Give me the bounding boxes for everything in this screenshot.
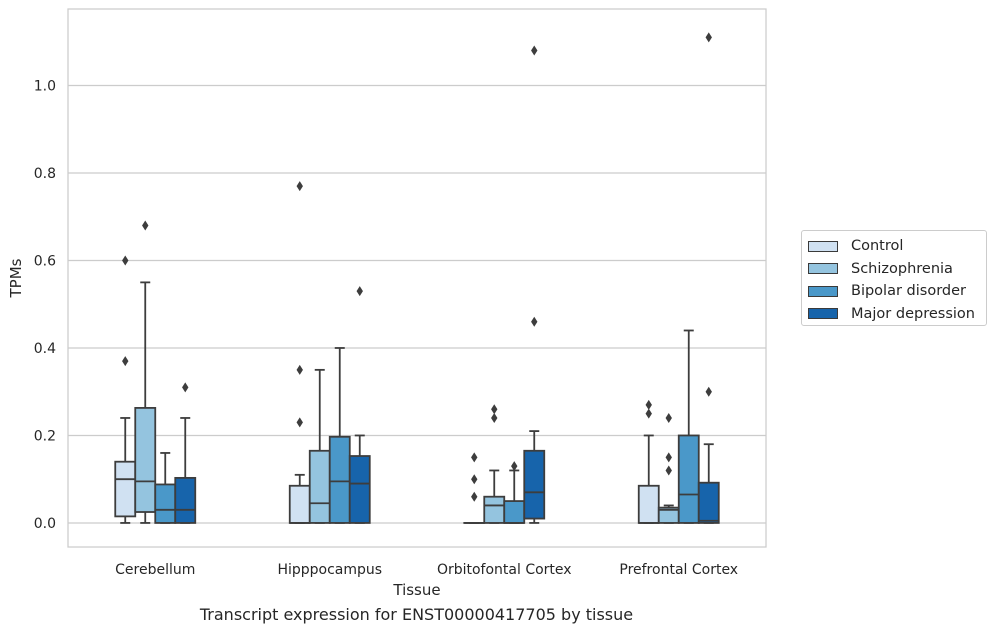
y-tick-label: 0.4 xyxy=(34,341,56,357)
x-tick-label: Prefrontal Cortex xyxy=(619,562,738,578)
legend-item: Bipolar disorder xyxy=(808,280,986,303)
y-tick-label: 0.8 xyxy=(34,166,56,182)
outlier-point xyxy=(705,32,712,43)
box-control xyxy=(463,452,486,524)
box-schizophrenia xyxy=(483,404,506,524)
legend-label: Control xyxy=(851,238,904,255)
box-body xyxy=(174,476,197,524)
chart-caption: Transcript expression for ENST0000041770… xyxy=(199,605,634,624)
outlier-point xyxy=(142,220,149,231)
box-body xyxy=(697,481,720,524)
box-body xyxy=(348,455,371,524)
outlier-point xyxy=(511,461,518,472)
legend-item: Control xyxy=(808,235,986,258)
box-bipolar-disorder xyxy=(677,329,700,524)
outlier-point xyxy=(705,386,712,397)
outlier-point xyxy=(296,364,303,375)
box-bipolar-disorder xyxy=(503,461,526,524)
outlier-point xyxy=(531,316,538,327)
box-schizophrenia xyxy=(308,368,331,524)
box-body xyxy=(308,449,331,524)
box-schizophrenia xyxy=(657,412,680,524)
outlier-point xyxy=(665,412,672,423)
box-body xyxy=(677,434,700,524)
gridlines xyxy=(68,84,766,524)
legend-swatch xyxy=(808,285,838,297)
outlier-point xyxy=(471,452,478,463)
outlier-point xyxy=(356,286,363,297)
outlier-point xyxy=(665,465,672,476)
outlier-point xyxy=(122,356,129,367)
legend: Control Schizophrenia Bipolar disorder Majo… xyxy=(801,230,987,326)
y-tick-label: 1.0 xyxy=(34,79,56,95)
outlier-point xyxy=(665,452,672,463)
y-tick-label: 0.6 xyxy=(34,254,56,270)
box-major-depression xyxy=(174,382,197,524)
box-major-depression xyxy=(523,45,546,524)
outlier-point xyxy=(296,417,303,428)
y-axis-label: TPMs xyxy=(7,258,25,298)
box-body xyxy=(134,407,157,513)
legend-label: Schizophrenia xyxy=(851,260,953,277)
box-bipolar-disorder xyxy=(328,347,351,524)
box-body xyxy=(483,495,506,524)
y-tick-label: 0.0 xyxy=(34,516,56,532)
x-tick-label: Hipppocampus xyxy=(277,562,382,578)
outlier-point xyxy=(471,474,478,485)
box-body xyxy=(114,460,137,518)
x-tick-label: Orbitofontal Cortex xyxy=(437,562,572,578)
legend-item: Schizophrenia xyxy=(808,258,986,281)
plot-frame xyxy=(67,8,767,548)
box-major-depression xyxy=(697,32,720,524)
legend-label: Bipolar disorder xyxy=(851,283,966,300)
x-axis-label: Tissue xyxy=(392,581,440,599)
y-tick-label: 0.2 xyxy=(34,428,56,444)
legend-label: Major depression xyxy=(851,305,975,322)
box-body xyxy=(328,435,351,524)
outlier-point xyxy=(491,412,498,423)
box-major-depression xyxy=(348,286,371,524)
box-plots xyxy=(114,32,720,524)
legend-swatch xyxy=(808,263,838,275)
outlier-point xyxy=(531,45,538,56)
box-bipolar-disorder xyxy=(154,452,177,524)
x-tick-label: Cerebellum xyxy=(115,562,195,578)
legend-swatch xyxy=(808,308,838,320)
box-schizophrenia xyxy=(134,220,157,524)
outlier-point xyxy=(645,399,652,410)
outlier-point xyxy=(491,404,498,415)
legend-swatch xyxy=(808,240,838,252)
y-axis-ticks: 0.0 0.2 0.4 0.6 0.8 1.0 xyxy=(34,79,56,532)
box-body xyxy=(154,483,177,524)
x-axis-ticks: Cerebellum Hipppocampus Orbitofontal Corte… xyxy=(115,562,738,578)
outlier-point xyxy=(296,181,303,192)
box-body xyxy=(523,449,546,520)
outlier-point xyxy=(182,382,189,393)
outlier-point xyxy=(645,408,652,419)
box-control xyxy=(288,181,311,524)
outlier-point xyxy=(122,255,129,266)
box-body xyxy=(503,500,526,524)
outlier-point xyxy=(471,491,478,502)
box-control xyxy=(114,255,137,524)
box-body xyxy=(637,484,660,524)
box-body xyxy=(288,484,311,524)
legend-item: Major depression xyxy=(808,303,986,326)
box-control xyxy=(637,399,660,524)
